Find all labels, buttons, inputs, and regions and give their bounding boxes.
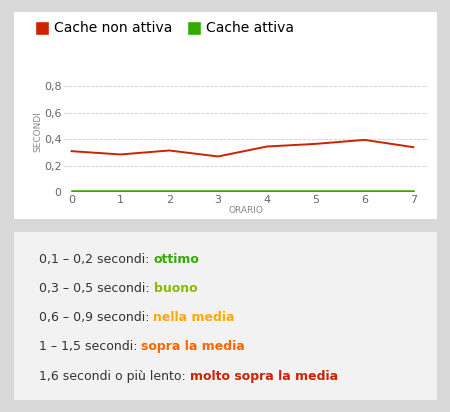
Legend: Cache non attiva, Cache attiva: Cache non attiva, Cache attiva	[37, 21, 294, 35]
Text: 0,1 – 0,2 secondi:: 0,1 – 0,2 secondi:	[39, 253, 153, 265]
Text: molto sopra la media: molto sopra la media	[189, 370, 338, 383]
Text: 0,6 – 0,9 secondi:: 0,6 – 0,9 secondi:	[39, 311, 153, 324]
Text: 1,6 secondi o più lento:: 1,6 secondi o più lento:	[39, 370, 189, 383]
Text: ottimo: ottimo	[153, 253, 199, 265]
Text: buono: buono	[153, 282, 197, 295]
Text: 0,3 – 0,5 secondi:: 0,3 – 0,5 secondi:	[39, 282, 153, 295]
Text: 1 – 1,5 secondi:: 1 – 1,5 secondi:	[39, 340, 141, 353]
Text: sopra la media: sopra la media	[141, 340, 245, 353]
Text: nella media: nella media	[153, 311, 235, 324]
